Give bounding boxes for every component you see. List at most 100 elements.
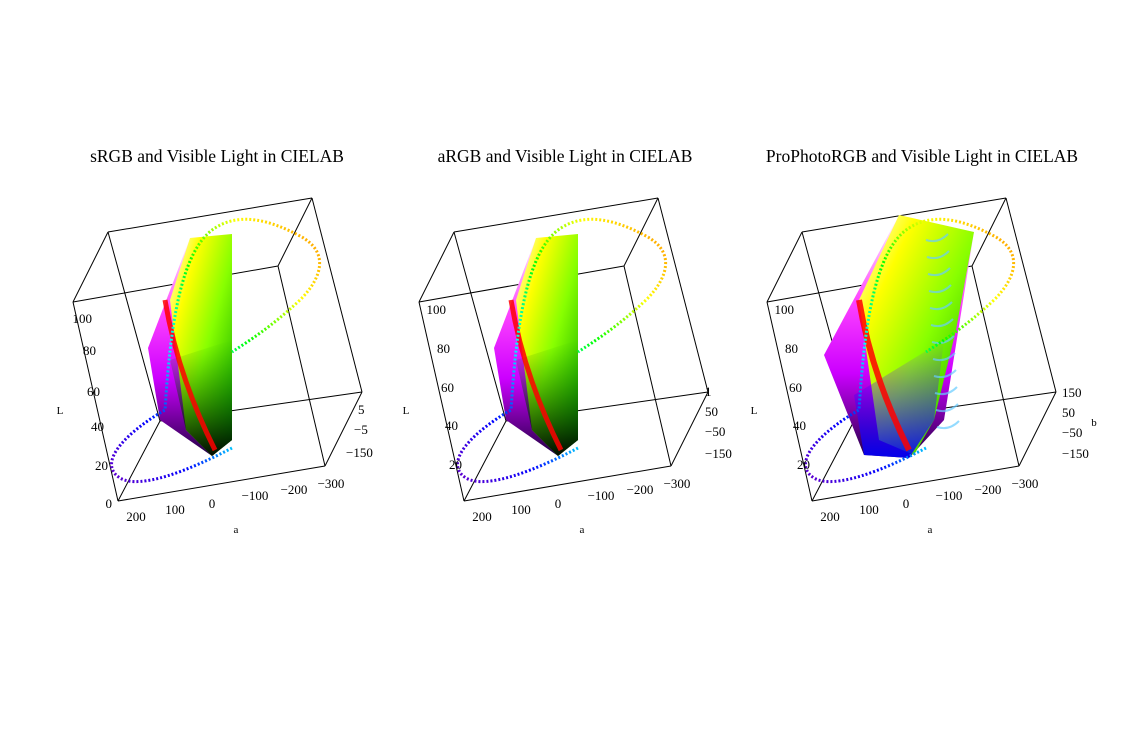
axes-box (418, 197, 709, 502)
box-edge (107, 231, 161, 422)
gamut-contour (932, 352, 956, 362)
a-tick-label: 100 (511, 502, 531, 517)
gamut-red-edge (856, 299, 912, 452)
gamut-red-edge (508, 299, 564, 452)
a-tick-label: 0 (555, 496, 562, 511)
b-axis-ticks: 1 50 −50 −150 (705, 384, 732, 461)
a-tick-label: 0 (903, 496, 910, 511)
gamut-shadow (170, 340, 232, 456)
b-tick-label: −50 (1062, 425, 1082, 440)
z-tick-label: 100 (427, 302, 447, 317)
box-edge (277, 265, 326, 467)
gamut-contour (934, 386, 958, 396)
gamut-contour (927, 267, 951, 277)
box-edge (72, 231, 109, 303)
a-axis-ticks: 200 100 0 −100 −200 −300 (820, 476, 1038, 524)
spectral-locus-line (110, 217, 321, 483)
box-edge (453, 231, 507, 422)
z-tick-label: 60 (87, 384, 100, 399)
a-axis-label: a (580, 524, 585, 536)
b-axis-ticks: 150 50 −50 −150 (1062, 385, 1089, 461)
z-tick-label: 80 (437, 341, 450, 356)
a-axis-label: a (928, 524, 933, 536)
gamut-contour (928, 284, 952, 294)
chart-panel-1: sRGB and Visible Light in CIELAB 0 20 40 60 8… (57, 146, 373, 536)
spectral-locus-line (804, 217, 1015, 483)
z-tick-label: 40 (91, 419, 104, 434)
z-axis-label: L (403, 405, 410, 417)
z-tick-label: 40 (793, 418, 806, 433)
a-tick-label: −300 (664, 476, 691, 491)
a-tick-label: −200 (627, 482, 654, 497)
gamut-contour (935, 403, 959, 413)
box-edge (324, 391, 363, 467)
gamut-contour (931, 335, 955, 345)
box-edge (971, 197, 1007, 267)
z-axis-label: L (57, 405, 64, 417)
box-edge (623, 265, 672, 467)
axes-box (72, 197, 363, 502)
box-edge (311, 197, 363, 393)
a-tick-label: 100 (859, 502, 879, 517)
chart-title: aRGB and Visible Light in CIELAB (438, 146, 693, 166)
z-tick-label: 20 (449, 457, 462, 472)
gamut-solid (148, 234, 232, 456)
box-edge (1018, 391, 1057, 467)
b-tick-label: −150 (1062, 446, 1089, 461)
box-edge (463, 420, 507, 502)
z-tick-label: 20 (95, 458, 108, 473)
z-tick-label: 20 (797, 457, 810, 472)
b-tick-label: 50 (1062, 405, 1075, 420)
a-tick-label: −200 (281, 482, 308, 497)
box-edge (811, 420, 855, 502)
a-tick-label: 0 (209, 496, 216, 511)
z-tick-label: 100 (775, 302, 795, 317)
gamut-shadow (516, 340, 578, 456)
spectral-locus (110, 217, 321, 483)
gamut-contour (933, 369, 957, 379)
b-tick-label: −50 (705, 424, 725, 439)
chart-title: ProPhotoRGB and Visible Light in CIELAB (766, 146, 1078, 166)
b-axis-ticks: 5 −5 −150 (346, 402, 373, 460)
z-tick-label: 60 (789, 380, 802, 395)
b-axis-label: b (1091, 417, 1097, 429)
box-edge (811, 465, 1020, 502)
spectral-locus (456, 217, 667, 483)
box-edge (453, 197, 659, 233)
a-tick-label: 200 (820, 509, 840, 524)
box-edge (117, 465, 326, 502)
box-edge (623, 197, 659, 267)
gamut-contour (930, 318, 954, 328)
a-tick-label: −300 (1012, 476, 1039, 491)
a-tick-label: −100 (588, 488, 615, 503)
gamut-contour (925, 233, 949, 243)
z-axis-ticks: 20 40 60 80 100 (427, 302, 463, 472)
chart-panel-3: ProPhotoRGB and Visible Light in CIELAB 2… (751, 146, 1098, 536)
z-axis-label: L (751, 405, 758, 417)
a-tick-label: 200 (472, 509, 492, 524)
box-edge (107, 197, 313, 233)
gamut-red-edge (162, 299, 218, 452)
box-edge (418, 231, 455, 303)
box-edge (117, 420, 161, 502)
box-edge (277, 197, 313, 267)
b-tick-label: −150 (346, 445, 373, 460)
spectral-locus (804, 217, 1015, 483)
z-tick-label: 100 (73, 311, 93, 326)
gamut-blue-base (854, 340, 944, 458)
gamut-contour (936, 420, 960, 430)
z-axis-ticks: 20 40 60 80 100 (775, 302, 811, 472)
spectral-locus-line (456, 217, 667, 483)
box-edge (670, 391, 709, 467)
a-axis-label: a (234, 524, 239, 536)
gamut-contour (926, 250, 950, 260)
chart-panel-2: aRGB and Visible Light in CIELAB 20 40 60 80… (403, 146, 732, 536)
a-tick-label: 200 (126, 509, 146, 524)
gamut-solid (824, 215, 974, 458)
box-edge (1005, 197, 1057, 393)
a-tick-label: −100 (936, 488, 963, 503)
box-edge (766, 231, 803, 303)
gamut-solid (494, 234, 578, 456)
box-edge (657, 197, 709, 393)
b-tick-label: 150 (1062, 385, 1082, 400)
